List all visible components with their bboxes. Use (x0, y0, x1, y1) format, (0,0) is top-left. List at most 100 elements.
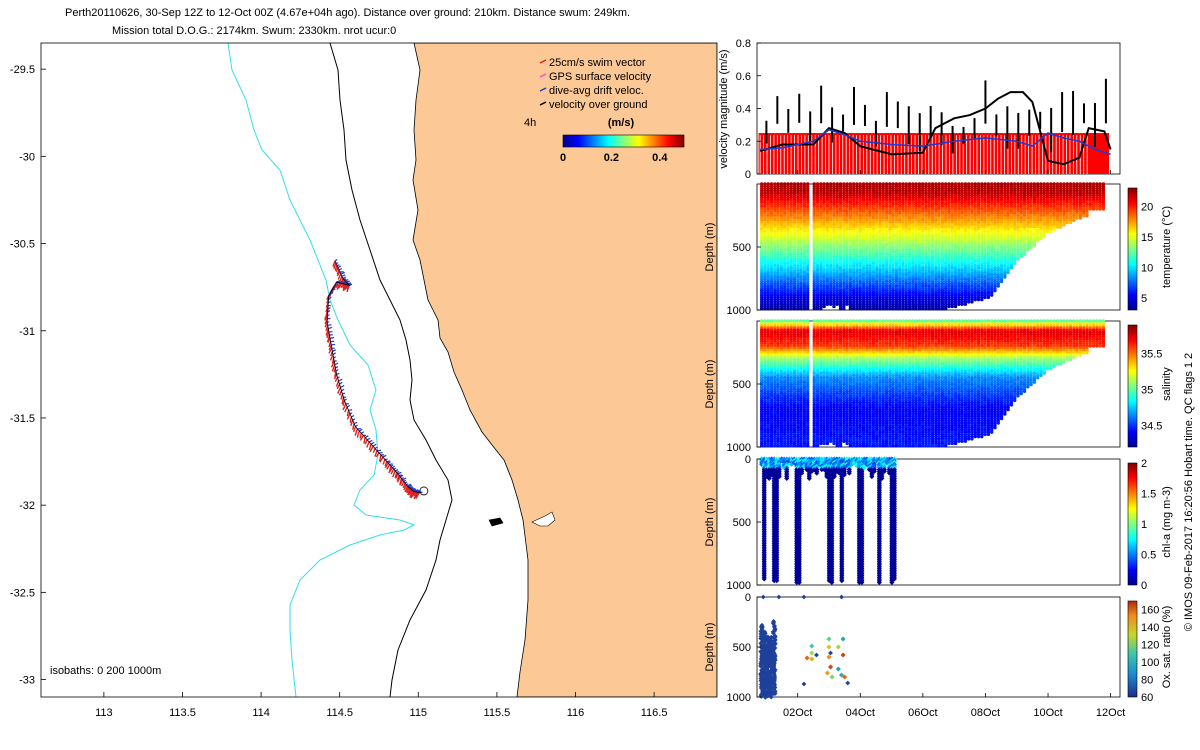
swim-vector-arrow (396, 475, 400, 481)
temperature-sample (773, 307, 777, 311)
temperature-sample (993, 288, 997, 293)
drift-velocity-arrow (327, 307, 331, 310)
velocity-y-tick-label: 0.6 (736, 71, 751, 83)
swim-vector-arrow (336, 383, 341, 390)
map-y-tick-label: -33 (19, 675, 35, 687)
drift-velocity-arrow (334, 360, 337, 362)
temperature-sample (792, 307, 797, 311)
swim-vector-arrow (335, 267, 339, 273)
map-x-tick-label: 113 (95, 707, 113, 719)
temperature-sample (891, 307, 895, 311)
swim-vector-arrow (384, 461, 388, 467)
drift-velocity-arrow (335, 368, 339, 372)
temperature-sample (825, 302, 830, 306)
temperature-sample (848, 307, 853, 311)
temperature-sample (776, 307, 780, 311)
drift-velocity-arrow (416, 489, 420, 493)
temperature-sample (786, 307, 790, 311)
drift-velocity-arrow (361, 431, 365, 434)
swim-vector-arrow (333, 374, 338, 380)
drift-velocity-arrow (399, 474, 404, 478)
velocity-y-tick-label: 0 (745, 169, 751, 181)
map-y-tick-label: -32 (19, 500, 35, 512)
swim-vector-arrow (333, 262, 337, 269)
swim-vector-arrow (332, 260, 336, 267)
swim-vector-arrow (334, 377, 339, 383)
drift-velocity-arrow (342, 392, 346, 395)
legend-label: dive-avg drift veloc. (549, 85, 644, 97)
swim-vector-arrow (340, 283, 344, 289)
colorbar-duration-label: 4h (524, 117, 536, 129)
temperature-sample (914, 307, 918, 311)
drift-velocity-line (760, 128, 1111, 156)
swim-vector-arrow (338, 390, 343, 396)
swim-vector-arrow (378, 454, 382, 462)
temperature-sample (865, 307, 869, 311)
temperature-sample (999, 279, 1004, 284)
map-x-tick-label: 114.5 (326, 707, 353, 719)
drift-velocity-arrow (407, 484, 413, 488)
swim-vector-arrow (369, 445, 374, 453)
drift-velocity-arrow (332, 349, 337, 353)
swim-vector-arrow (346, 410, 350, 417)
swim-vector-arrow (375, 452, 380, 458)
temperature-sample (815, 307, 820, 311)
temperature-sample (1012, 261, 1017, 266)
drift-velocity-arrow (387, 461, 391, 464)
drift-velocity-arrow (338, 268, 343, 271)
temperature-sample (963, 302, 968, 306)
temperature-sample (950, 304, 954, 309)
temperature-sample (1009, 266, 1014, 270)
temperature-sample (904, 307, 908, 311)
swim-vector-arrow (330, 360, 335, 368)
temperature-sample (812, 307, 816, 311)
swim-vector-arrow (409, 490, 414, 498)
swim-vector-arrow (414, 492, 419, 499)
map-y-tick-label: -30 (19, 151, 35, 163)
legend-label: 25cm/s swim vector (549, 57, 646, 69)
map-y-tick-label: -31 (19, 326, 35, 338)
temperature-sample (1058, 225, 1063, 229)
swim-vector-arrow (339, 276, 343, 283)
map-y-ticks: -29.5-30-30.5-31-31.5-32-32.5-33 (10, 64, 46, 687)
drift-velocity-arrow (386, 460, 391, 463)
drift-velocity-arrow (327, 324, 332, 326)
drift-velocity-arrow (334, 258, 338, 262)
velocity-ylabel: velocity magnitude (m/s) (718, 49, 730, 168)
temperature-sample (1052, 227, 1056, 232)
drift-velocity-arrow (337, 265, 342, 269)
isobath-1000m (329, 43, 453, 697)
swim-vector-arrow (404, 485, 408, 493)
colorbar-tick-label: 0.2 (604, 152, 619, 164)
map-y-tick-label: -30.5 (10, 239, 35, 251)
drift-velocity-arrow (340, 271, 346, 275)
swim-vector-arrow (374, 450, 378, 457)
temperature-sample (802, 307, 807, 311)
colorbar-tick-label: 0 (560, 152, 566, 164)
temperature-sample (1055, 225, 1060, 229)
temperature-sample (1029, 245, 1033, 250)
drift-velocity-arrow (411, 487, 416, 491)
swim-vector-arrow (394, 472, 398, 479)
swim-vector-arrow (390, 468, 395, 475)
swim-vector-arrow (325, 328, 329, 336)
swim-vector-arrow (337, 273, 342, 280)
swim-vector-arrow (338, 282, 342, 289)
swim-vector-arrow (337, 387, 342, 394)
swim-vector-arrow (382, 459, 386, 465)
swim-vector-arrow (336, 271, 341, 277)
drift-velocity-arrow (332, 352, 337, 356)
temperature-sample (838, 307, 843, 311)
temperature-sample (920, 307, 925, 311)
swim-vector-arrow (335, 380, 340, 387)
drift-velocity-arrow (382, 454, 387, 458)
temperature-sample (782, 307, 787, 311)
colorbar-ticks: 0 0.2 0.4 (560, 152, 668, 164)
temperature-sample (980, 297, 984, 302)
temperature-sample (828, 302, 833, 306)
temperature-sample (1045, 229, 1050, 234)
swim-vector-arrow (359, 433, 362, 439)
map-x-tick-label: 115.5 (484, 707, 511, 719)
temperature-sample (868, 307, 872, 311)
